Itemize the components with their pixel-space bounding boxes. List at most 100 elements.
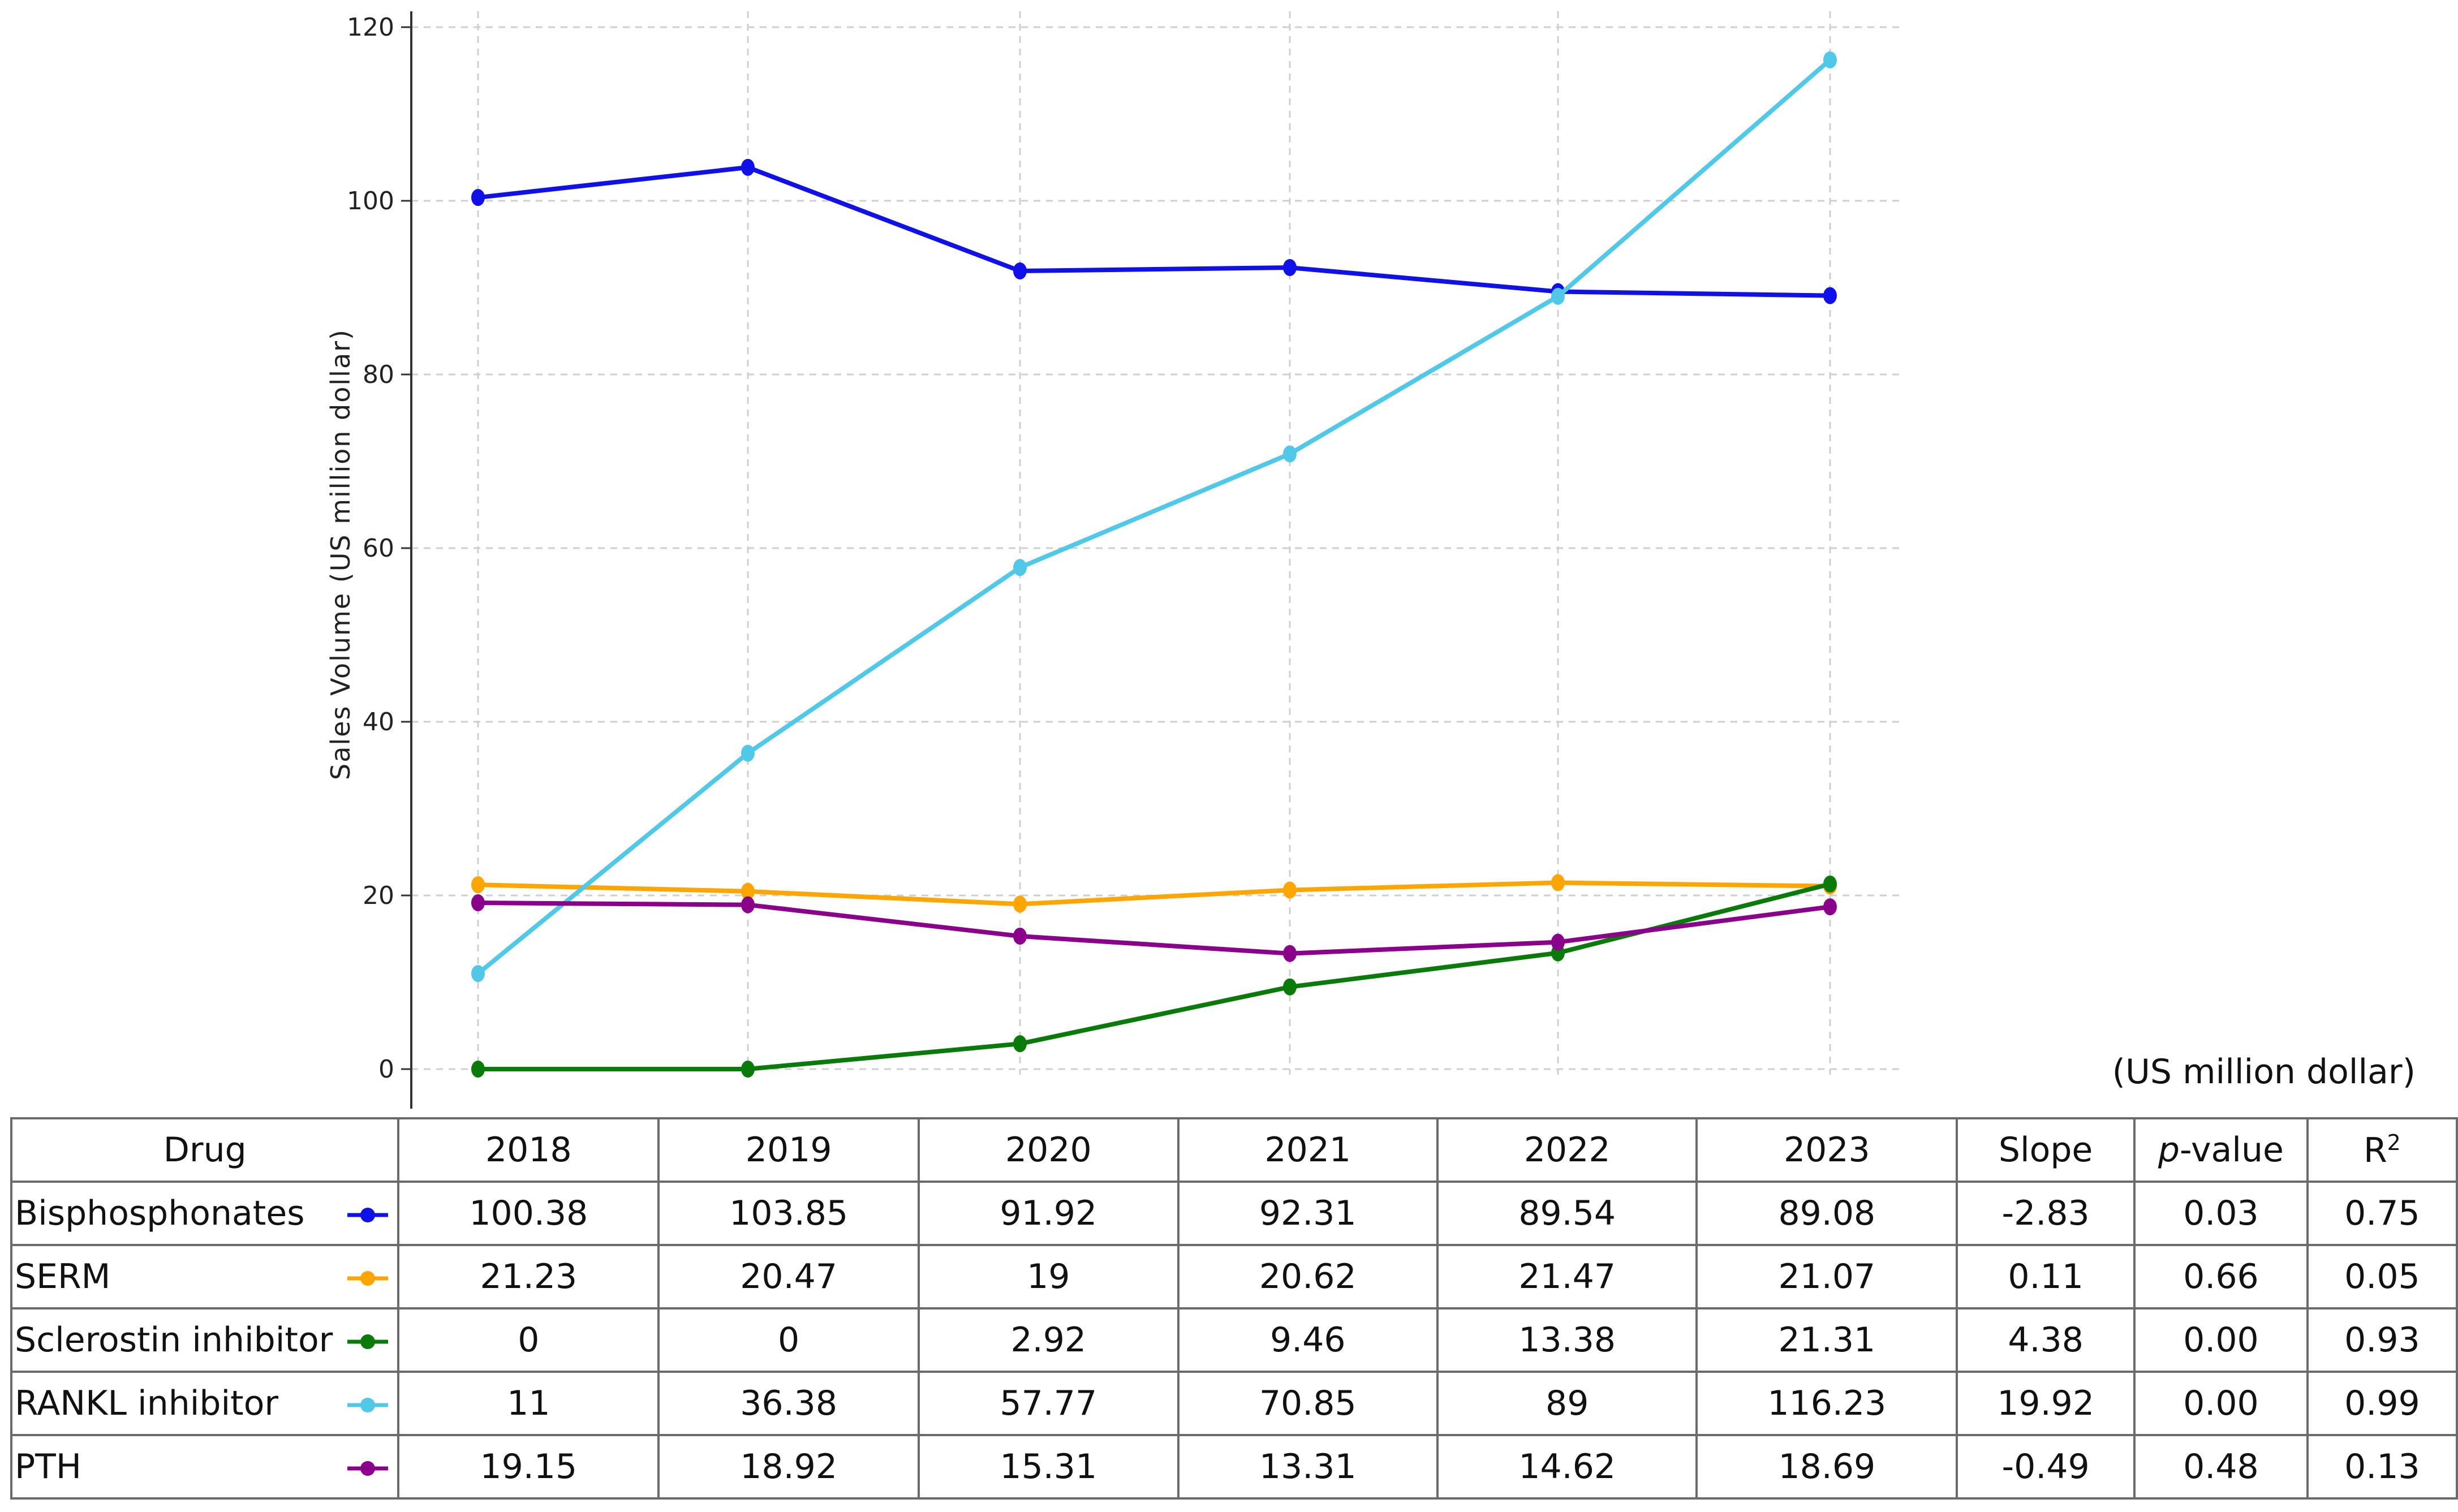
table-row: RANKL inhibitor 11 36.38 57.77 70.85 89 116.23… [10, 1371, 2458, 1436]
data-point [471, 876, 485, 894]
y-axis-label: Sales Volume (US million dollar) [325, 329, 356, 780]
grid-layer [411, 11, 1901, 1075]
data-point [1013, 1035, 1027, 1053]
table-body: Bisphosphonates 100.38 103.85 91.92 92.31 89.… [10, 1181, 2458, 1500]
data-point [1551, 287, 1565, 305]
table-row: SERM 21.23 20.47 19 20.62 21.47 21.07 0.11 0.66 0… [10, 1244, 2458, 1309]
value-cell: 89 [1436, 1371, 1698, 1436]
data-point [741, 744, 755, 762]
y-tick-label: 80 [363, 360, 394, 389]
data-point [1013, 895, 1027, 913]
data-point [471, 894, 485, 912]
series-line [477, 880, 1831, 907]
header-year: 2023 [1695, 1117, 1958, 1183]
value-cell: 19.15 [397, 1434, 660, 1500]
value-cell: 19 [918, 1244, 1180, 1309]
series-layer [471, 51, 1837, 1078]
drug-name-cell: RANKL inhibitor [10, 1371, 339, 1436]
legend-line-marker-icon [347, 1398, 389, 1413]
header-p-value: p-value [2133, 1117, 2309, 1183]
data-point [471, 189, 485, 206]
value-cell: 21.31 [1695, 1307, 1958, 1373]
header-year: 2022 [1436, 1117, 1698, 1183]
value-cell: 92.31 [1177, 1181, 1439, 1246]
value-cell: 18.92 [657, 1434, 920, 1500]
legend-dot [360, 1271, 376, 1286]
value-cell: 116.23 [1695, 1371, 1958, 1436]
data-point [741, 882, 755, 900]
legend-marker-cell [338, 1371, 400, 1436]
table-row: PTH 19.15 18.92 15.31 13.31 14.62 18.69 -0.49 0.… [10, 1434, 2458, 1500]
value-cell: 21.23 [397, 1244, 660, 1309]
header-drug: Drug [10, 1117, 400, 1183]
drug-name-cell: Sclerostin inhibitor [10, 1307, 339, 1373]
data-point [1823, 875, 1837, 893]
data-point [1823, 287, 1837, 304]
header-slope: Slope [1956, 1117, 2136, 1183]
data-point [1013, 927, 1027, 945]
value-cell: 13.38 [1436, 1307, 1698, 1373]
value-cell: 36.38 [657, 1371, 920, 1436]
r-squared-cell: 0.99 [2306, 1371, 2458, 1436]
value-cell: 57.77 [918, 1371, 1180, 1436]
axis-layer: 0 20 40 60 80 100 120 [347, 11, 412, 1109]
legend-dot [360, 1398, 376, 1413]
value-cell: 91.92 [918, 1181, 1180, 1246]
value-cell: 15.31 [918, 1434, 1180, 1500]
value-cell: 11 [397, 1371, 660, 1436]
data-point [1283, 881, 1297, 899]
value-cell: 2.92 [918, 1307, 1180, 1373]
value-cell: 18.69 [1695, 1434, 1958, 1500]
legend-dot [360, 1334, 376, 1350]
data-point [741, 1061, 755, 1078]
r-squared-cell: 0.75 [2306, 1181, 2458, 1246]
legend-line-marker-icon [347, 1271, 389, 1286]
data-point [1823, 51, 1837, 68]
data-table-wrap: Drug 2018 2019 2020 2021 2022 2023 Slope… [10, 1117, 2458, 1500]
drug-name-cell: PTH [10, 1434, 339, 1500]
chart-svg: 0 20 40 60 80 100 120 Sales Volume (US million… [325, 11, 1901, 1109]
legend-line-marker-icon [347, 1334, 389, 1350]
slope-cell: -2.83 [1956, 1181, 2136, 1246]
drug-name-cell: Bisphosphonates [10, 1181, 339, 1246]
data-table: Drug 2018 2019 2020 2021 2022 2023 Slope… [10, 1117, 2458, 1500]
value-cell: 21.07 [1695, 1244, 1958, 1309]
r-squared-cell: 0.93 [2306, 1307, 2458, 1373]
value-cell: 9.46 [1177, 1307, 1439, 1373]
y-tick-label: 100 [347, 187, 394, 216]
legend-marker-cell [338, 1181, 400, 1246]
header-year: 2019 [657, 1117, 920, 1183]
series-line [476, 58, 1832, 976]
data-point [1013, 262, 1027, 280]
slope-cell: 4.38 [1956, 1307, 2136, 1373]
legend-line-marker-icon [347, 1461, 389, 1476]
y-tick-label: 40 [363, 708, 394, 736]
header-year: 2021 [1177, 1117, 1439, 1183]
y-tick-label: 0 [378, 1055, 394, 1084]
unit-note: (US million dollar) [2112, 1052, 2416, 1092]
drug-name-cell: SERM [10, 1244, 339, 1309]
value-cell: 100.38 [397, 1181, 660, 1246]
data-point [471, 965, 485, 983]
data-point [471, 1061, 485, 1078]
table-row: Bisphosphonates 100.38 103.85 91.92 92.31 89.… [10, 1181, 2458, 1246]
header-r2-sup: 2 [2387, 1130, 2401, 1155]
p-value-cell: 0.66 [2133, 1244, 2309, 1309]
header-year: 2018 [397, 1117, 660, 1183]
data-point [1283, 445, 1297, 463]
header-p-rest: -value [2179, 1130, 2284, 1170]
y-tick-label: 60 [363, 534, 394, 563]
p-value-cell: 0.00 [2133, 1307, 2309, 1373]
value-cell: 20.47 [657, 1244, 920, 1309]
legend-line-marker-icon [347, 1208, 389, 1223]
value-cell: 103.85 [657, 1181, 920, 1246]
p-value-cell: 0.00 [2133, 1371, 2309, 1436]
data-point [1823, 898, 1837, 916]
value-cell: 0 [397, 1307, 660, 1373]
data-point [1551, 933, 1565, 951]
header-r-squared: R2 [2306, 1117, 2458, 1183]
header-year: 2020 [918, 1117, 1180, 1183]
r-squared-cell: 0.05 [2306, 1244, 2458, 1309]
value-cell: 14.62 [1436, 1434, 1698, 1500]
value-cell: 70.85 [1177, 1371, 1439, 1436]
